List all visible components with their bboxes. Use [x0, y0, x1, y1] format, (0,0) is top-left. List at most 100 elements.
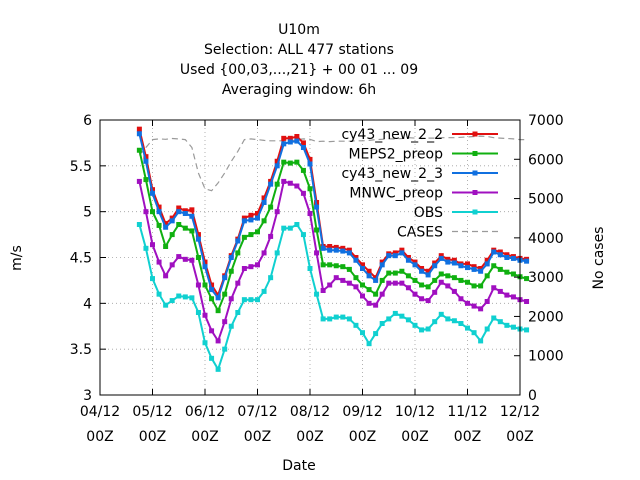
data-point-meps2-preop — [228, 268, 234, 274]
data-point-mnwc-preop — [524, 299, 530, 304]
data-point-mnwc-preop — [209, 328, 215, 334]
data-point-meps2-preop — [366, 287, 372, 293]
y2-tick-label: 4000 — [528, 231, 564, 247]
data-point-meps2-preop — [314, 227, 320, 233]
data-point-meps2-preop — [445, 273, 451, 279]
data-point-mnwc-preop — [333, 275, 339, 281]
legend-marker-obs — [472, 209, 478, 215]
data-point-obs — [176, 293, 182, 299]
data-point-obs — [222, 346, 228, 352]
data-point-meps2-preop — [327, 262, 333, 268]
data-point-meps2-preop — [340, 264, 346, 270]
data-point-mnwc-preop — [274, 209, 280, 215]
data-point-cy43-new-2-3 — [438, 255, 444, 261]
data-point-meps2-preop — [156, 222, 162, 228]
data-point-meps2-preop — [425, 284, 431, 290]
data-point-mnwc-preop — [268, 233, 274, 239]
data-point-obs — [333, 314, 339, 320]
data-point-cy43-new-2-2 — [497, 249, 503, 255]
data-point-mnwc-preop — [412, 291, 418, 297]
x-tick-label-date: 05/12 — [132, 404, 172, 420]
x-tick-label-time: 00Z — [296, 429, 323, 445]
data-point-obs — [360, 330, 365, 336]
data-point-mnwc-preop — [314, 250, 320, 256]
data-point-cy43-new-2-3 — [169, 218, 175, 224]
data-point-cy43-new-2-2 — [425, 268, 431, 274]
y2-tick-label: 2000 — [528, 309, 564, 325]
data-point-cy43-new-2-2 — [143, 154, 149, 160]
data-point-cy43-new-2-3 — [491, 249, 497, 255]
legend-marker-cy43-new-2-3 — [472, 170, 478, 176]
data-point-meps2-preop — [510, 271, 516, 277]
data-point-meps2-preop — [320, 262, 326, 268]
series-line-cy43-new-2-3 — [138, 133, 527, 300]
data-point-cy43-new-2-3 — [320, 245, 326, 251]
legend-marker-cy43-new-2-2 — [472, 131, 478, 137]
data-point-cy43-new-2-3 — [386, 253, 392, 259]
x-tick-label-time: 00Z — [139, 429, 166, 445]
data-point-cy43-new-2-2 — [327, 244, 333, 249]
data-point-obs — [491, 315, 497, 321]
data-point-mnwc-preop — [287, 180, 293, 186]
data-point-meps2-preop — [353, 275, 359, 281]
data-point-cy43-new-2-2 — [405, 255, 411, 260]
data-point-cy43-new-2-2 — [274, 158, 280, 164]
x-tick-label-time: 00Z — [506, 429, 533, 445]
data-point-mnwc-preop — [136, 178, 142, 184]
data-point-obs — [412, 322, 418, 328]
data-point-meps2-preop — [412, 277, 418, 283]
data-point-mnwc-preop — [471, 303, 477, 309]
data-point-mnwc-preop — [248, 264, 254, 270]
title-line-3: Used {00,03,...,21} + 00 01 ... 09 — [180, 62, 418, 78]
data-point-obs — [379, 321, 385, 326]
data-point-obs — [209, 355, 215, 361]
x-tick-label-time: 00Z — [191, 429, 218, 445]
data-point-mnwc-preop — [294, 183, 300, 189]
title-line-2: Selection: ALL 477 stations — [204, 42, 394, 58]
data-point-obs — [189, 295, 195, 301]
data-point-cy43-new-2-3 — [524, 258, 530, 264]
y-tick-label: 4 — [83, 296, 92, 312]
data-point-cy43-new-2-3 — [451, 260, 457, 266]
data-point-cy43-new-2-3 — [419, 268, 425, 274]
data-point-cy43-new-2-3 — [209, 287, 215, 293]
data-point-obs — [156, 291, 162, 297]
data-point-mnwc-preop — [156, 259, 162, 265]
data-point-meps2-preop — [451, 275, 457, 281]
data-point-mnwc-preop — [451, 288, 457, 294]
data-point-cy43-new-2-3 — [241, 218, 247, 224]
data-point-meps2-preop — [176, 222, 182, 227]
data-point-cy43-new-2-2 — [484, 257, 490, 263]
data-point-meps2-preop — [478, 283, 484, 289]
data-point-cy43-new-2-3 — [333, 247, 339, 253]
data-point-meps2-preop — [241, 234, 247, 240]
data-point-cy43-new-2-2 — [307, 156, 313, 162]
data-point-obs — [504, 322, 510, 328]
data-point-obs — [228, 323, 234, 329]
data-point-mnwc-preop — [360, 293, 365, 299]
cases-series-layer — [138, 135, 527, 192]
data-point-mnwc-preop — [392, 280, 398, 286]
data-point-cy43-new-2-2 — [189, 207, 195, 213]
data-point-cy43-new-2-3 — [274, 163, 280, 169]
data-point-cy43-new-2-3 — [189, 213, 195, 219]
data-point-meps2-preop — [471, 283, 477, 289]
data-point-obs — [510, 324, 516, 330]
series-line-cases — [138, 135, 527, 192]
data-point-mnwc-preop — [419, 296, 425, 302]
data-point-obs — [287, 225, 293, 231]
data-point-meps2-preop — [307, 186, 313, 192]
data-point-obs — [300, 232, 306, 238]
data-point-cy43-new-2-3 — [392, 253, 398, 259]
data-point-meps2-preop — [497, 266, 503, 272]
legend-marker-meps2-preop — [472, 151, 478, 156]
data-point-obs — [445, 316, 451, 322]
data-point-cy43-new-2-3 — [478, 268, 484, 274]
data-point-mnwc-preop — [405, 285, 411, 291]
data-point-mnwc-preop — [425, 298, 431, 304]
data-point-obs — [353, 322, 359, 328]
data-point-obs — [478, 338, 484, 344]
data-point-cy43-new-2-3 — [228, 255, 234, 260]
data-point-mnwc-preop — [510, 294, 516, 300]
data-point-cy43-new-2-2 — [202, 259, 208, 265]
